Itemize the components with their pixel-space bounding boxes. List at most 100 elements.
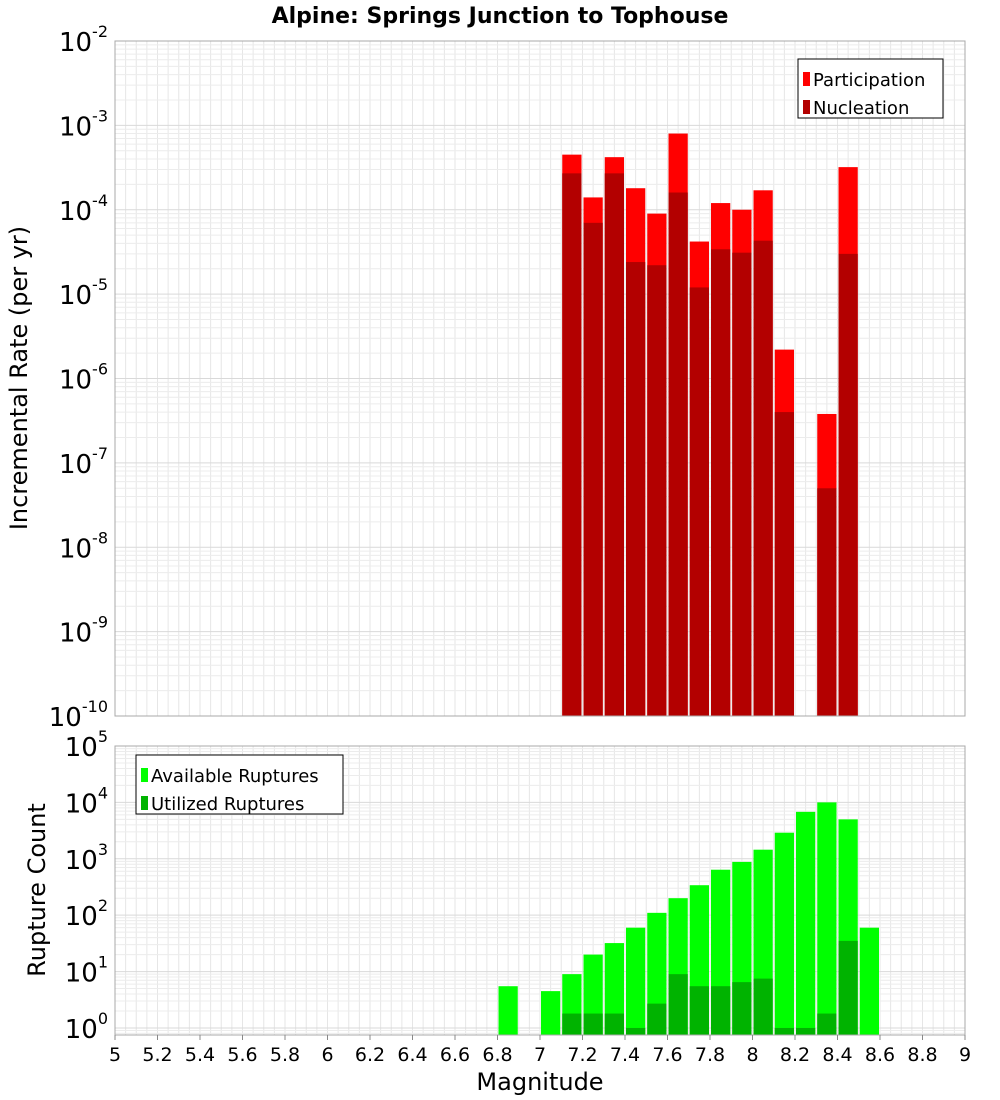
legend: Available Ruptures Utilized Ruptures — [135, 754, 344, 815]
bar-utilized-ruptures — [817, 1013, 837, 1035]
y-tick-label: 105 — [65, 727, 108, 763]
y-tick-label: 10-9 — [59, 613, 108, 649]
y-tick-label: 104 — [65, 783, 108, 819]
x-tick-label: 7.6 — [652, 1044, 682, 1066]
bar-nucleation — [647, 265, 667, 716]
x-tick-label: 5.4 — [185, 1044, 215, 1066]
bar-utilized-ruptures — [774, 1027, 794, 1035]
plot-frame — [114, 40, 966, 717]
bars — [498, 802, 879, 1035]
x-tick-label: 7.4 — [610, 1044, 640, 1066]
legend-label: Available Ruptures — [151, 766, 319, 787]
legend-swatch — [803, 100, 810, 114]
bar-available-ruptures — [626, 927, 646, 1035]
x-tick-label: 7.2 — [567, 1044, 597, 1066]
x-tick-label: 7 — [534, 1044, 546, 1066]
y-tick-labels: 10-10 10-9 10-8 10-7 10-6 10-5 10-4 10-3 10-2 — [49, 22, 108, 733]
bar-available-ruptures — [859, 927, 879, 1035]
x-tick-label: 5 — [109, 1044, 121, 1066]
bar-nucleation — [838, 253, 858, 716]
legend-box — [135, 754, 344, 815]
bar-nucleation — [732, 252, 752, 716]
legend-swatch — [803, 72, 810, 86]
legend-swatch — [141, 768, 148, 782]
bar-utilized-ruptures — [668, 974, 688, 1035]
x-tick-label: 6.6 — [440, 1044, 470, 1066]
x-tick-label: 9 — [959, 1044, 971, 1066]
rate-panel: 10-10 10-9 10-8 10-7 10-6 10-5 10-4 10-3 10-2 Par… — [49, 22, 966, 733]
x-tick-label: 5.8 — [270, 1044, 300, 1066]
y-tick-label: 10-10 — [49, 697, 108, 733]
y-tick-label: 10-5 — [59, 275, 108, 311]
x-tick-label: 8.8 — [907, 1044, 937, 1066]
legend: Participation Nucleation — [797, 58, 944, 119]
y-tick-labels: 100 101 102 103 104 105 — [65, 727, 108, 1045]
y-tick-label: 102 — [65, 896, 108, 932]
bar-utilized-ruptures — [626, 1027, 646, 1035]
bar-utilized-ruptures — [732, 982, 752, 1035]
bars — [562, 133, 858, 717]
y-tick-label: 10-2 — [59, 22, 108, 58]
x-tick-label: 6 — [321, 1044, 333, 1066]
bar-nucleation — [583, 222, 603, 716]
bar-nucleation — [668, 192, 688, 717]
bar-utilized-ruptures — [689, 986, 709, 1035]
grid-lines — [114, 41, 966, 717]
y-tick-label: 10-7 — [59, 444, 108, 480]
x-tick-label: 5.6 — [227, 1044, 257, 1066]
legend-label: Participation — [813, 70, 925, 91]
bar-available-ruptures — [541, 991, 561, 1035]
x-axis-label: Magnitude — [476, 1068, 603, 1096]
x-tick-label: 8.4 — [822, 1044, 852, 1066]
legend-label: Nucleation — [813, 98, 909, 119]
bar-nucleation — [711, 249, 731, 716]
x-tick-label: 5.2 — [142, 1044, 172, 1066]
y-tick-label: 101 — [65, 953, 108, 989]
x-tick-label: 8.6 — [865, 1044, 895, 1066]
bar-nucleation — [562, 173, 582, 716]
count-panel: 100 101 102 103 104 105 Available Ruptures Util… — [65, 727, 971, 1066]
bar-utilized-ruptures — [753, 978, 773, 1035]
x-tick-label: 7.8 — [695, 1044, 725, 1066]
bar-available-ruptures — [498, 986, 518, 1035]
bar-available-ruptures — [604, 943, 624, 1035]
bar-nucleation — [753, 240, 773, 717]
bar-nucleation — [689, 287, 709, 716]
x-tick-label: 6.4 — [397, 1044, 427, 1066]
legend-label: Utilized Ruptures — [151, 794, 304, 815]
bar-utilized-ruptures — [796, 1027, 816, 1035]
bar-utilized-ruptures — [604, 1013, 624, 1035]
y-tick-label: 10-3 — [59, 106, 108, 142]
legend-swatch — [141, 796, 148, 810]
bar-utilized-ruptures — [838, 940, 858, 1035]
bar-nucleation — [817, 488, 837, 716]
x-tick-label: 8 — [746, 1044, 758, 1066]
bar-utilized-ruptures — [647, 1003, 667, 1035]
y-tick-label: 103 — [65, 840, 108, 876]
bottom-y-axis-label: Rupture Count — [23, 803, 51, 977]
series-utilized-ruptures — [562, 940, 858, 1035]
bar-utilized-ruptures — [562, 1013, 582, 1035]
y-tick-label: 10-4 — [59, 191, 108, 227]
bar-utilized-ruptures — [711, 986, 731, 1035]
bar-available-ruptures — [796, 811, 816, 1035]
bar-nucleation — [626, 262, 646, 716]
bar-nucleation — [774, 412, 794, 716]
bar-utilized-ruptures — [583, 1013, 603, 1035]
y-tick-label: 10-8 — [59, 528, 108, 564]
bar-nucleation — [604, 173, 624, 716]
x-tick-label: 6.2 — [355, 1044, 385, 1066]
top-y-axis-label: Incremental Rate (per yr) — [5, 226, 33, 530]
x-tick-labels: 5 5.2 5.4 5.6 5.8 6 6.2 6.4 6.6 6.8 7 7.2 7.4 7.6 7.8 8… — [109, 1035, 971, 1066]
bar-available-ruptures — [817, 802, 837, 1035]
y-tick-label: 10-6 — [59, 360, 108, 396]
chart-title: Alpine: Springs Junction to Tophouse — [272, 4, 729, 29]
y-tick-label: 100 — [65, 1009, 108, 1045]
x-tick-label: 6.8 — [482, 1044, 512, 1066]
series-nucleation — [562, 173, 858, 717]
bar-available-ruptures — [774, 832, 794, 1035]
legend-box — [797, 58, 944, 119]
x-tick-label: 8.2 — [780, 1044, 810, 1066]
